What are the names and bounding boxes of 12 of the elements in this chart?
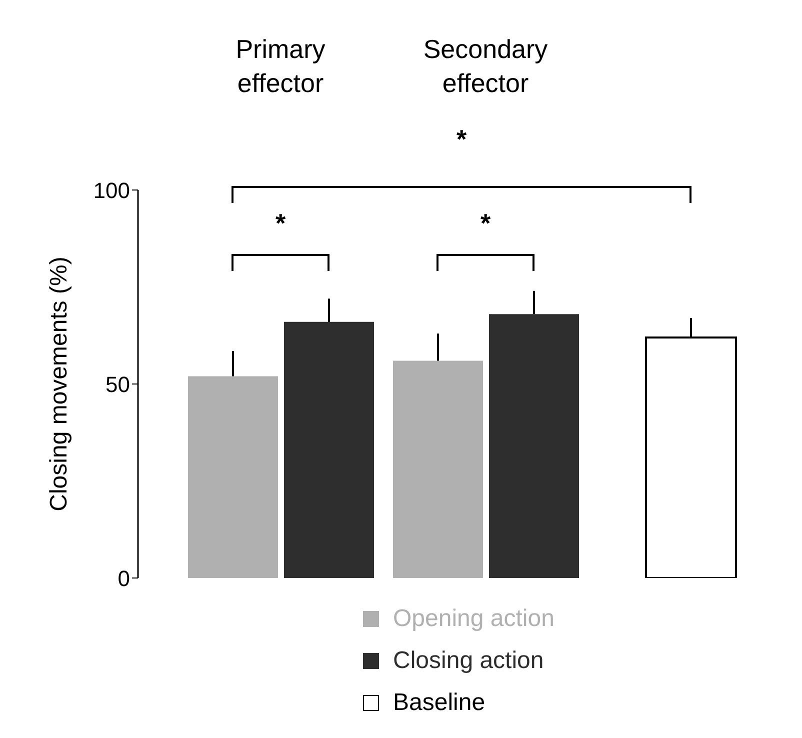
legend-label: Opening action <box>393 605 554 633</box>
y-axis-title: Closing movements (%) <box>46 256 73 512</box>
legend-label: Baseline <box>393 689 486 717</box>
x-tick-label: Primary effector <box>236 34 326 98</box>
y-tick-label: 100 <box>93 178 130 203</box>
x-tick-label: Secondary effector <box>423 34 548 98</box>
y-tick-label: 50 <box>106 372 130 397</box>
annotation: * <box>480 208 492 238</box>
text: * <box>456 124 468 154</box>
annotation: * <box>275 208 286 238</box>
legend-label: Closing action <box>393 647 544 675</box>
y-tick-label: 0 <box>118 566 130 591</box>
